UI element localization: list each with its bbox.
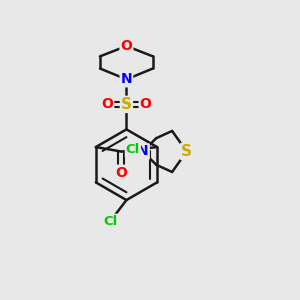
Text: Cl: Cl [126, 143, 140, 157]
Text: N: N [137, 145, 149, 158]
Text: Cl: Cl [103, 215, 117, 228]
Text: O: O [140, 98, 152, 111]
Text: S: S [181, 144, 192, 159]
Text: N: N [121, 72, 132, 86]
Text: O: O [121, 39, 132, 53]
Text: O: O [101, 98, 113, 111]
Text: O: O [115, 166, 127, 180]
Text: S: S [121, 97, 132, 112]
